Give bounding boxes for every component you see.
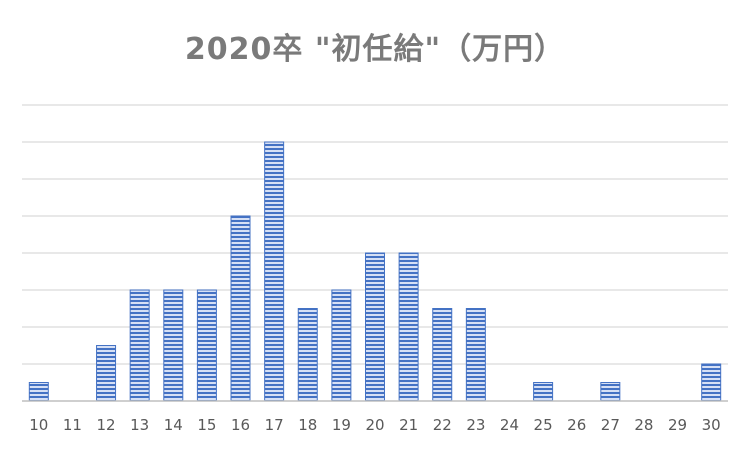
x-tick-label: 23 [466, 416, 485, 434]
x-tick-label: 26 [567, 416, 586, 434]
bar-10 [28, 382, 49, 402]
x-tick-label: 29 [668, 416, 687, 434]
x-tick-label: 15 [197, 416, 216, 434]
x-tick-label: 20 [365, 416, 384, 434]
x-tick-label: 21 [399, 416, 418, 434]
bar-15 [196, 289, 217, 402]
bar-13 [129, 289, 150, 402]
x-tick-label: 27 [601, 416, 620, 434]
bar-12 [96, 345, 117, 402]
bar-27 [600, 382, 621, 402]
chart-title: 2020卒 "初任給"（万円） [184, 32, 566, 67]
x-tick-label: 30 [702, 416, 721, 434]
x-tick-label: 18 [298, 416, 317, 434]
bars [28, 141, 722, 402]
bar-23 [465, 308, 486, 402]
x-tick-label: 11 [63, 416, 82, 434]
x-tick-label: 17 [265, 416, 284, 434]
x-tick-label: 28 [634, 416, 653, 434]
bar-16 [230, 215, 251, 402]
x-tick-label: 14 [164, 416, 183, 434]
x-tick-label: 13 [130, 416, 149, 434]
x-tick-label: 19 [332, 416, 351, 434]
x-tick-label: 16 [231, 416, 250, 434]
x-tick-labels: 10 11 12 13 14 15 16 17 18 19 20 21 22 23 24 25 26 27 28 29… [29, 416, 720, 434]
x-tick-label: 24 [500, 416, 519, 434]
bar-22 [432, 308, 453, 402]
bar-18 [297, 308, 318, 402]
bar-20 [365, 252, 385, 402]
x-tick-label: 10 [29, 416, 48, 434]
bar-30 [701, 363, 722, 402]
x-tick-label: 12 [97, 416, 116, 434]
bar-21 [398, 252, 419, 402]
bar-19 [331, 289, 352, 402]
x-tick-label: 25 [534, 416, 553, 434]
bar-14 [163, 289, 184, 402]
bar-17 [264, 141, 285, 402]
bar-25 [533, 382, 554, 402]
x-tick-label: 22 [433, 416, 452, 434]
